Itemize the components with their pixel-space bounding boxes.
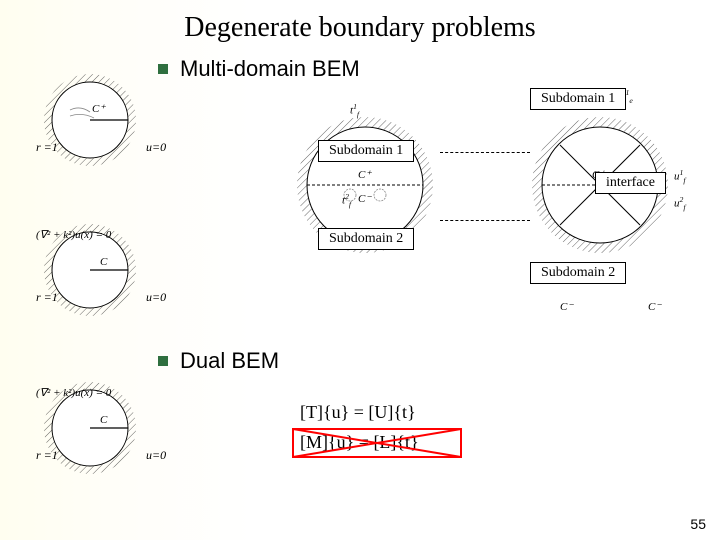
- box-sub2-mid: Subdomain 2: [318, 228, 414, 250]
- bullet-dual-text: Dual BEM: [180, 348, 279, 374]
- helmholtz-2: (∇² + k²)u(x) = 0: [36, 228, 111, 241]
- r-label-2: r =1: [36, 290, 58, 305]
- cminus-mid: C⁻: [358, 192, 371, 205]
- cplus-label-1: C⁺: [92, 102, 105, 115]
- r-label-1: r =1: [36, 140, 58, 155]
- u-label-3: u=0: [146, 448, 166, 463]
- box-sub1-right: Subdomain 1: [530, 88, 626, 110]
- u-label-1: u=0: [146, 140, 166, 155]
- helmholtz-3: (∇² + k²)u(x) = 0: [36, 386, 111, 399]
- tf1-mid: t1f: [350, 102, 359, 119]
- bullet-multi: Multi-domain BEM: [158, 56, 360, 82]
- c-label-3: C: [100, 414, 107, 426]
- box-interface: interface: [595, 172, 666, 194]
- equation-tu: [T]{u} = [U]{t}: [300, 402, 416, 423]
- box-sub2-right: Subdomain 2: [530, 262, 626, 284]
- uf1-right: u1f: [674, 168, 685, 185]
- cminus-right: C⁻: [560, 300, 573, 313]
- bullet-dual: Dual BEM: [158, 348, 279, 374]
- slide-title: Degenerate boundary problems: [0, 0, 720, 44]
- uf2-right: u2f: [674, 195, 685, 212]
- box-sub1-mid: Subdomain 1: [318, 140, 414, 162]
- cross-out-eq2: [292, 428, 462, 458]
- domain-circle-1: [40, 70, 140, 170]
- bullet-multi-text: Multi-domain BEM: [180, 56, 360, 82]
- bullet-icon: [158, 64, 168, 74]
- tf2-mid: t2f: [342, 192, 351, 209]
- cminus-right2: C⁻: [648, 300, 661, 313]
- cplus-mid: C⁺: [358, 168, 371, 181]
- u-label-2: u=0: [146, 290, 166, 305]
- r-label-3: r =1: [36, 448, 58, 463]
- bullet-icon: [158, 356, 168, 366]
- dash-guide-lower: [440, 220, 530, 221]
- dash-guide-upper: [440, 152, 530, 153]
- c-label-2: C: [100, 256, 107, 268]
- page-number: 55: [690, 516, 706, 532]
